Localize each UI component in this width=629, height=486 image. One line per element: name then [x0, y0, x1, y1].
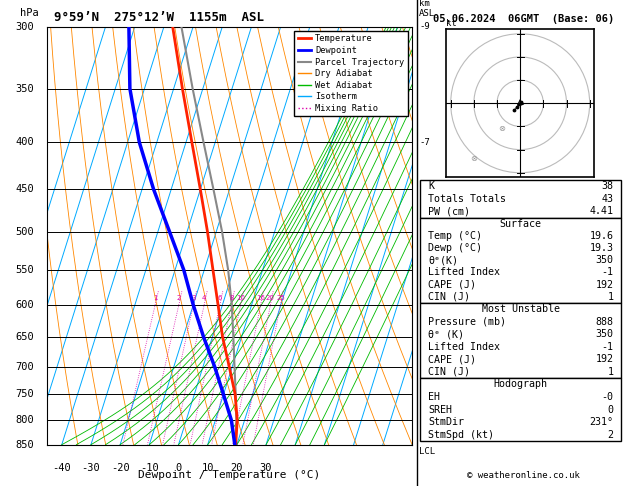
Text: 30: 30	[260, 464, 272, 473]
Text: Totals Totals: Totals Totals	[428, 194, 506, 204]
Point	[509, 106, 520, 114]
Text: -30: -30	[82, 464, 101, 473]
Text: -20: -20	[111, 464, 130, 473]
Text: kt: kt	[446, 19, 457, 28]
Text: 05.06.2024  06GMT  (Base: 06): 05.06.2024 06GMT (Base: 06)	[433, 14, 614, 24]
Text: θᵉ (K): θᵉ (K)	[428, 329, 464, 339]
Text: EH: EH	[428, 392, 440, 402]
Text: 6: 6	[218, 295, 222, 301]
Text: LCL: LCL	[420, 447, 435, 456]
Text: 600: 600	[16, 300, 35, 310]
Text: 192: 192	[596, 354, 613, 364]
Text: -9: -9	[420, 22, 430, 31]
Text: Dewp (°C): Dewp (°C)	[428, 243, 482, 253]
Text: Pressure (mb): Pressure (mb)	[428, 316, 506, 327]
Text: 650: 650	[16, 332, 35, 342]
Text: 10: 10	[201, 464, 214, 473]
Text: -40: -40	[52, 464, 71, 473]
Text: 750: 750	[16, 389, 35, 399]
Text: 16: 16	[256, 295, 265, 301]
Text: -7: -7	[420, 138, 430, 147]
Text: 25: 25	[276, 295, 285, 301]
Text: 1: 1	[608, 367, 613, 377]
Text: -3: -3	[420, 362, 430, 371]
Text: 450: 450	[16, 185, 35, 194]
Text: StmSpd (kt): StmSpd (kt)	[428, 430, 494, 440]
Text: 700: 700	[16, 362, 35, 372]
Point	[511, 103, 521, 111]
Text: Temp (°C): Temp (°C)	[428, 231, 482, 241]
Text: $\otimes$: $\otimes$	[498, 124, 506, 133]
Text: Lifted Index: Lifted Index	[428, 267, 500, 278]
Text: 1: 1	[608, 292, 613, 302]
Point	[514, 101, 524, 108]
Text: km
ASL: km ASL	[420, 0, 435, 18]
Text: -6: -6	[420, 227, 430, 236]
Text: 2: 2	[608, 430, 613, 440]
Text: 192: 192	[596, 279, 613, 290]
Text: $\otimes$: $\otimes$	[470, 154, 478, 163]
Text: 9°59’N  275°12’W  1155m  ASL: 9°59’N 275°12’W 1155m ASL	[55, 11, 264, 24]
Text: 231°: 231°	[589, 417, 613, 427]
Legend: Temperature, Dewpoint, Parcel Trajectory, Dry Adiabat, Wet Adiabat, Isotherm, Mi: Temperature, Dewpoint, Parcel Trajectory…	[294, 31, 408, 117]
Text: Lifted Index: Lifted Index	[428, 342, 500, 352]
Text: 4: 4	[202, 295, 206, 301]
Text: CIN (J): CIN (J)	[428, 292, 470, 302]
Text: 20: 20	[266, 295, 275, 301]
Text: CAPE (J): CAPE (J)	[428, 354, 476, 364]
Text: 550: 550	[16, 265, 35, 275]
Text: CIN (J): CIN (J)	[428, 367, 470, 377]
Text: -1: -1	[601, 342, 613, 352]
Text: 8: 8	[229, 295, 233, 301]
Point	[516, 98, 526, 106]
Text: Hodograph: Hodograph	[494, 380, 548, 389]
Text: Surface: Surface	[500, 219, 542, 229]
Text: hPa: hPa	[19, 8, 38, 18]
Text: -0: -0	[601, 392, 613, 402]
Text: -10: -10	[140, 464, 159, 473]
Text: 350: 350	[16, 84, 35, 94]
Text: 19.3: 19.3	[589, 243, 613, 253]
Text: 500: 500	[16, 227, 35, 237]
Text: 400: 400	[16, 137, 35, 147]
Text: SREH: SREH	[428, 405, 452, 415]
Text: 0: 0	[608, 405, 613, 415]
Text: StmDir: StmDir	[428, 417, 464, 427]
Point	[516, 100, 526, 107]
Text: 38: 38	[601, 181, 613, 191]
Text: 19.6: 19.6	[589, 231, 613, 241]
Text: 20: 20	[231, 464, 243, 473]
Text: © weatheronline.co.uk: © weatheronline.co.uk	[467, 471, 580, 480]
Text: 350: 350	[596, 329, 613, 339]
Text: PW (cm): PW (cm)	[428, 207, 470, 216]
Text: 43: 43	[601, 194, 613, 204]
Text: 850: 850	[16, 440, 35, 450]
Text: 1: 1	[153, 295, 157, 301]
Text: 800: 800	[16, 416, 35, 425]
Text: 4.41: 4.41	[589, 207, 613, 216]
Text: 0: 0	[175, 464, 182, 473]
Text: θᵉ(K): θᵉ(K)	[428, 255, 458, 265]
X-axis label: Dewpoint / Temperature (°C): Dewpoint / Temperature (°C)	[138, 469, 321, 480]
Text: Most Unstable: Most Unstable	[482, 304, 560, 314]
Text: K: K	[428, 181, 434, 191]
Text: 10: 10	[236, 295, 245, 301]
Text: Mixing Ratio (g/kg): Mixing Ratio (g/kg)	[444, 206, 453, 308]
Text: 350: 350	[596, 255, 613, 265]
Text: 888: 888	[596, 316, 613, 327]
Text: -2: -2	[420, 416, 430, 425]
Text: -1: -1	[601, 267, 613, 278]
Text: 3: 3	[191, 295, 196, 301]
Text: 2: 2	[177, 295, 181, 301]
Text: CAPE (J): CAPE (J)	[428, 279, 476, 290]
Text: 300: 300	[16, 22, 35, 32]
